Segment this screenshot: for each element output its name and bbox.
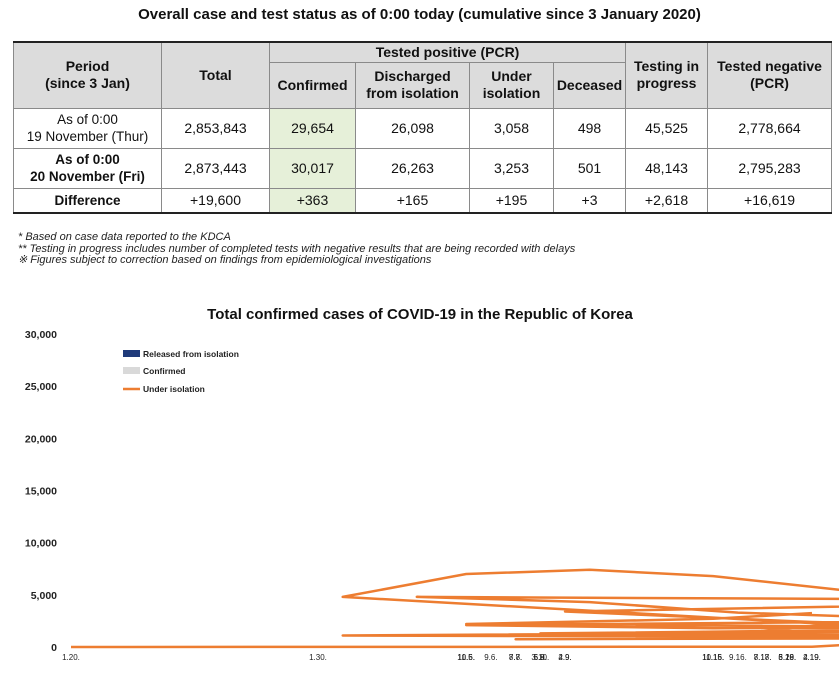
x-tick-label: 9.16. [729,653,747,662]
x-tick-label: 3.10. [531,653,549,662]
tested-positive-header: Tested positive (PCR) [268,41,627,63]
discharged-cell: 26,263 [355,147,470,189]
under-isolation-cell: 3,253 [469,147,554,189]
period-header: Period (since 3 Jan) [13,41,162,109]
discharged-cell: +165 [355,187,470,214]
total-header: Total [161,41,270,109]
deceased-cell: 501 [552,147,627,189]
testing-cell: 48,143 [625,147,709,189]
x-tick-label: 1.30. [309,653,327,662]
x-tick-label: 5.9. [534,653,547,662]
x-tick-label: 3.20. [778,653,796,662]
under-isolation-header: Under isolation [469,61,554,109]
y-tick-label: 0 [51,642,57,654]
x-tick-label: 7.8. [509,653,522,662]
status-table: Period (since 3 Jan) Total Tested positiv… [13,41,833,214]
row-label: Difference [13,187,162,214]
plot-area [70,568,839,649]
y-axis: 0 5,000 10,000 15,000 20,000 25,000 30,000 [25,329,57,654]
negative-cell: 2,795,283 [707,147,833,189]
y-tick-label: 15,000 [25,486,57,498]
x-tick-label: 1.20. [62,653,80,662]
x-tick-label: 6.8. [534,653,547,662]
y-tick-label: 25,000 [25,381,57,393]
y-tick-label: 20,000 [25,433,57,445]
negative-header: Tested negative (PCR) [707,41,833,109]
x-tick-label: 7.18. [754,653,772,662]
negative-cell: +16,619 [707,187,833,214]
x-tick-label: 8.7. [509,653,522,662]
total-cell: +19,600 [161,187,270,214]
x-tick-label: 2.19. [803,653,821,662]
x-tick-label: 2.9. [558,653,571,662]
x-axis: 1.20.1.30.2.9.2.19.2.29.3.10.3.20.3.30.4… [62,653,821,662]
x-tick-label: 5.19. [778,653,796,662]
total-cell: 2,873,443 [161,147,270,189]
row-label: As of 0:00 20 November (Fri) [13,147,162,189]
y-tick-label: 5,000 [31,590,57,602]
legend-swatch-released [123,350,140,357]
discharged-cell: 26,098 [355,107,470,149]
testing-header: Testing in progress [625,41,709,109]
x-tick-label: 10.6. [457,653,475,662]
x-tick-label: 11.5. [458,653,475,662]
x-tick-label: 10.16. [702,653,724,662]
y-tick-label: 10,000 [25,538,57,550]
legend: Released from isolation Confirmed Under … [123,349,239,394]
legend-label-confirmed: Confirmed [143,366,186,376]
confirmed-cell: +363 [269,187,356,214]
footnote: * Based on case data reported to the KDC… [18,231,231,243]
x-tick-label: 9.6. [484,653,497,662]
legend-label-released: Released from isolation [143,349,239,359]
testing-cell: +2,618 [625,187,709,214]
chart-title: Total confirmed cases of COVID-19 in the… [207,306,633,323]
x-tick-label: 4.19. [803,653,821,662]
covid-chart: Total confirmed cases of COVID-19 in the… [25,306,839,662]
confirmed-cell: 29,654 [269,107,356,149]
deceased-header: Deceased [552,61,627,109]
deceased-cell: 498 [552,107,627,149]
negative-cell: 2,778,664 [707,107,833,149]
x-tick-label: 4.9. [558,653,571,662]
confirmed-cell: 30,017 [269,147,356,189]
table-row: Difference +19,600 +363 +165 +195 +3 +2,… [13,187,833,214]
legend-label-under: Under isolation [143,384,205,394]
footnotes: * Based on case data reported to the KDC… [18,231,576,267]
confirmed-header: Confirmed [269,61,356,109]
under-isolation-cell: 3,058 [469,107,554,149]
under-isolation-line [70,568,839,649]
x-tick-label: 11.15. [702,653,724,662]
total-cell: 2,853,843 [161,107,270,149]
page-heading: Overall case and test status as of 0:00 … [138,6,701,23]
x-tick-label: 6.18. [778,653,796,662]
table-row: As of 0:00 20 November (Fri) 2,873,443 30… [13,147,833,189]
table-row: As of 0:00 19 November (Thur) 2,853,843 2… [13,107,833,149]
legend-swatch-confirmed [123,367,140,374]
y-tick-label: 30,000 [25,329,57,341]
under-isolation-cell: +195 [469,187,554,214]
row-label: As of 0:00 19 November (Thur) [13,107,162,149]
x-tick-label: 8.17. [754,653,772,662]
testing-cell: 45,525 [625,107,709,149]
footnote: ** Testing in progress includes number o… [18,242,576,255]
footnote: ※ Figures subject to correction based on… [18,254,432,266]
discharged-header: Discharged from isolation [355,61,470,109]
deceased-cell: +3 [552,187,627,214]
